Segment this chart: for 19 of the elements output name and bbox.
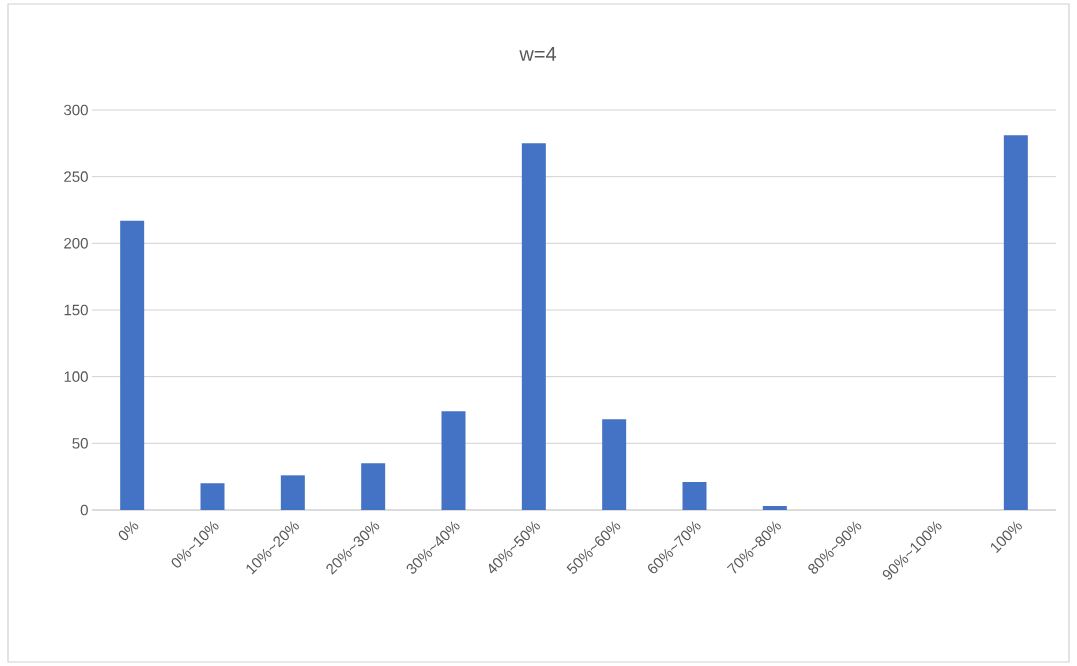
bar <box>521 143 546 510</box>
y-tick-label: 150 <box>64 304 88 316</box>
bar <box>120 220 145 510</box>
y-tick-label: 200 <box>64 238 88 249</box>
bar <box>602 419 627 510</box>
chart-title: w=4 <box>519 47 557 61</box>
bar <box>200 483 225 510</box>
bar <box>1003 135 1028 510</box>
y-tick-label: 250 <box>64 171 88 182</box>
y-tick-label: 100 <box>64 371 88 382</box>
bar <box>280 475 305 510</box>
bar <box>361 463 386 510</box>
bar <box>682 481 707 510</box>
y-tick-label: 300 <box>64 104 88 116</box>
x-tick-label: 0% <box>118 521 139 541</box>
y-tick-label: 0 <box>80 504 88 516</box>
y-tick-label: 50 <box>72 438 88 449</box>
bar <box>762 505 787 510</box>
bar <box>441 411 466 510</box>
